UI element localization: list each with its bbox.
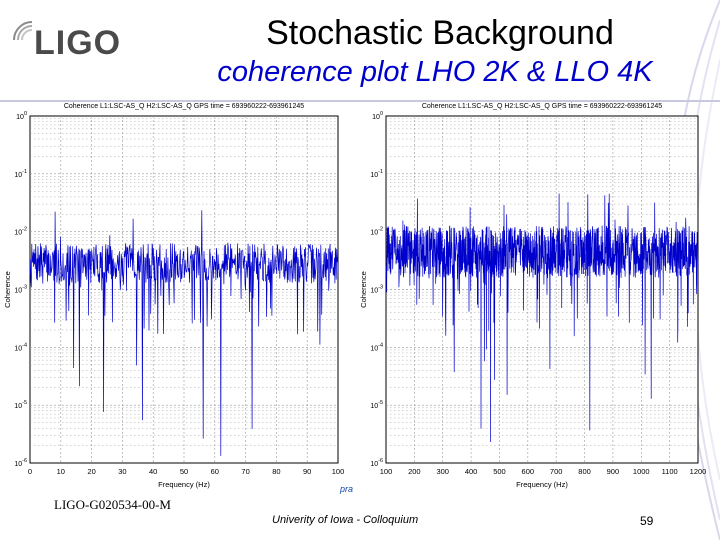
y-tick-label: 10-3 [370, 285, 383, 295]
chart-title: Coherence L1:LSC-AS_Q H2:LSC-AS_Q GPS ti… [422, 103, 662, 110]
x-tick-label: 70 [241, 467, 249, 476]
x-tick-label: 50 [180, 467, 188, 476]
y-axis-label: Coherence [3, 271, 12, 308]
x-tick-label: 200 [408, 467, 421, 476]
x-axis-label: Frequency (Hz) [158, 480, 210, 489]
y-tick-label: 100 [372, 111, 383, 121]
y-axis-label: Coherence [359, 271, 368, 308]
coherence-plot-high: Coherence L1:LSC-AS_Q H2:LSC-AS_Q GPS ti… [359, 103, 707, 489]
ligo-logo [13, 21, 33, 41]
x-tick-label: 20 [87, 467, 95, 476]
coherence-plot-low: Coherence L1:LSC-AS_Q H2:LSC-AS_Q GPS ti… [3, 103, 345, 489]
x-tick-label: 1100 [662, 467, 678, 476]
x-tick-label: 60 [211, 467, 219, 476]
x-tick-label: 80 [272, 467, 280, 476]
x-tick-label: 500 [493, 467, 506, 476]
x-tick-label: 600 [522, 467, 535, 476]
venue-label: Univerity of Iowa - Colloquium [272, 514, 419, 526]
x-tick-label: 30 [118, 467, 126, 476]
slide-title: Stochastic Background [266, 14, 614, 52]
y-tick-label: 10-4 [370, 342, 383, 352]
x-tick-label: 100 [332, 467, 345, 476]
x-tick-label: 1000 [633, 467, 650, 476]
x-tick-label: 90 [303, 467, 311, 476]
y-tick-label: 100 [16, 111, 27, 121]
document-id: LIGO-G020534-00-M [54, 497, 171, 512]
x-tick-label: 40 [149, 467, 157, 476]
slide-subtitle: coherence plot LHO 2K & LLO 4K [217, 56, 653, 88]
header-rule [0, 100, 720, 102]
y-tick-label: 10-6 [370, 458, 383, 468]
series-line-coherence [29, 210, 339, 456]
x-tick-label: 10 [57, 467, 65, 476]
ppt-mark: pra [340, 484, 354, 494]
x-tick-label: 400 [465, 467, 478, 476]
page-number: 59 [640, 514, 654, 528]
y-tick-label: 10-2 [14, 227, 27, 237]
y-tick-label: 10-5 [370, 400, 383, 410]
series-line-coherence [385, 193, 699, 443]
chart-title: Coherence L1:LSC-AS_Q H2:LSC-AS_Q GPS ti… [64, 103, 304, 110]
x-tick-label: 800 [578, 467, 591, 476]
x-tick-label: 300 [436, 467, 449, 476]
y-tick-label: 10-6 [14, 458, 27, 468]
x-tick-label: 1200 [690, 467, 707, 476]
x-tick-label: 0 [28, 467, 32, 476]
x-tick-label: 100 [380, 467, 393, 476]
x-axis-label: Frequency (Hz) [516, 480, 568, 489]
y-tick-label: 10-2 [370, 227, 383, 237]
y-tick-label: 10-4 [14, 342, 27, 352]
x-tick-label: 700 [550, 467, 563, 476]
y-tick-label: 10-5 [14, 400, 27, 410]
y-tick-label: 10-1 [370, 169, 383, 179]
logo-text: LIGO [34, 24, 122, 62]
y-tick-label: 10-3 [14, 285, 27, 295]
y-tick-label: 10-1 [14, 169, 27, 179]
x-tick-label: 900 [607, 467, 620, 476]
